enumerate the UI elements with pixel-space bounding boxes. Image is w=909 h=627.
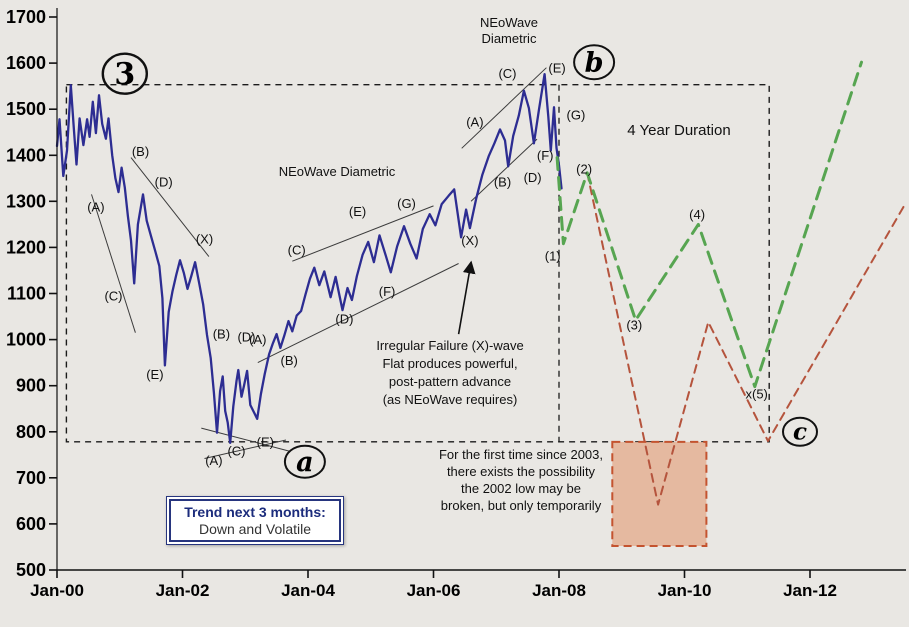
wave-label: (B) bbox=[281, 353, 298, 368]
wave-label: (E) bbox=[349, 204, 366, 219]
annotation-line: post-pattern advance bbox=[388, 374, 512, 389]
wave-label: (E) bbox=[146, 367, 163, 382]
wave-label: x(5) bbox=[746, 387, 768, 402]
trendline bbox=[130, 157, 210, 257]
y-tick-label: 600 bbox=[16, 514, 46, 534]
four-year-duration-box bbox=[65, 83, 770, 443]
y-tick-label: 1600 bbox=[6, 53, 46, 73]
x-tick-label: Jan-12 bbox=[783, 581, 837, 600]
wave-label: (D) bbox=[524, 170, 542, 185]
x-wave-arrow bbox=[457, 260, 476, 335]
trend-forecast-inner: Trend next 3 months: Down and Volatile bbox=[169, 499, 341, 542]
wave-label: (D) bbox=[335, 312, 353, 327]
wave-label: (A) bbox=[466, 115, 483, 130]
wave-label: (E) bbox=[548, 60, 565, 75]
wave-label: (A) bbox=[205, 453, 222, 468]
trendline bbox=[292, 205, 434, 262]
wave-label: (D) bbox=[237, 329, 255, 344]
wave-label: (F) bbox=[537, 148, 554, 163]
trendline bbox=[204, 439, 287, 459]
y-tick-label: 700 bbox=[16, 468, 46, 488]
trend-title: Trend next 3 months: bbox=[184, 504, 326, 520]
trend-forecast-box: Trend next 3 months: Down and Volatile bbox=[166, 496, 344, 545]
wave-label: (B) bbox=[132, 144, 149, 159]
circle-c bbox=[782, 416, 818, 447]
circle-3 bbox=[101, 52, 149, 95]
annotation-line: there exists the possibility bbox=[446, 464, 596, 479]
trend-value: Down and Volatile bbox=[198, 521, 312, 537]
y-tick-label: 1100 bbox=[7, 284, 46, 304]
wave-label: (C) bbox=[288, 242, 306, 257]
wave-label: (A) bbox=[87, 200, 104, 215]
circle-label-a: a bbox=[296, 447, 314, 478]
annotation-neowave-diametric-mid: NEoWave Diametric bbox=[278, 164, 396, 179]
annotation-line: (as NEoWave requires) bbox=[382, 392, 518, 407]
annotation-line: broken, but only temporarily bbox=[440, 498, 602, 513]
x-tick-label: Jan-02 bbox=[156, 581, 210, 600]
circle-b bbox=[573, 44, 616, 81]
y-tick-label: 1500 bbox=[6, 99, 46, 119]
y-tick-label: 800 bbox=[16, 422, 46, 442]
trendline bbox=[257, 263, 459, 364]
annotation-line: the 2002 low may be bbox=[461, 481, 581, 496]
wave-label: (G) bbox=[397, 196, 416, 211]
wave-label: (F) bbox=[379, 284, 396, 299]
x-tick-label: Jan-04 bbox=[281, 581, 335, 600]
y-tick-label: 1200 bbox=[6, 237, 46, 257]
wave-label: (C) bbox=[227, 444, 245, 459]
wave-label: (C) bbox=[498, 66, 516, 81]
trendline bbox=[461, 67, 547, 149]
x-tick-label: Jan-06 bbox=[407, 581, 461, 600]
annotation-2002-low-possibility: For the first time since 2003, there exi… bbox=[428, 446, 614, 514]
y-tick-label: 500 bbox=[16, 560, 46, 580]
circle-a bbox=[283, 444, 326, 479]
wave-label: (4) bbox=[689, 207, 705, 222]
wave-label: (E) bbox=[257, 435, 274, 450]
annotation-irregular-failure: Irregular Failure (X)-wave Flat produces… bbox=[364, 337, 536, 409]
wave-label: (B) bbox=[494, 175, 511, 190]
x-tick-label: Jan-08 bbox=[532, 581, 586, 600]
circle-label-b: b bbox=[585, 47, 604, 78]
wave-label: (X) bbox=[461, 233, 478, 248]
wave-label: (C) bbox=[104, 288, 122, 303]
wave-label: (X) bbox=[196, 232, 213, 247]
trendline bbox=[470, 138, 538, 202]
series-bearish-projection bbox=[586, 171, 907, 506]
y-tick-label: 900 bbox=[16, 376, 46, 396]
annotation-neowave-diametric-top: NEoWave Diametric bbox=[448, 15, 570, 47]
x-tick-label: Jan-00 bbox=[30, 581, 84, 600]
wave-label: (A) bbox=[249, 332, 266, 347]
circle-label-c: c bbox=[793, 419, 807, 446]
annotation-line: NEoWave bbox=[479, 15, 539, 30]
y-tick-label: 1000 bbox=[6, 330, 46, 350]
annotation-line: For the first time since 2003, bbox=[438, 447, 603, 462]
y-tick-label: 1400 bbox=[6, 145, 46, 165]
wave-label: (1) bbox=[545, 248, 561, 263]
y-tick-label: 1700 bbox=[6, 7, 46, 27]
trendline bbox=[91, 194, 136, 333]
annotation-line: Irregular Failure (X)-wave bbox=[376, 338, 524, 353]
annotation-four-year-duration: 4 Year Duration bbox=[627, 122, 731, 139]
wave-label: (B) bbox=[213, 327, 230, 342]
possible-low-zone-box bbox=[611, 440, 708, 547]
annotation-line: Flat produces powerful, bbox=[382, 356, 518, 371]
y-tick-label: 1300 bbox=[6, 191, 46, 211]
x-tick-label: Jan-10 bbox=[658, 581, 712, 600]
series-sp500-price bbox=[55, 72, 563, 444]
wave-label: (G) bbox=[567, 107, 586, 122]
wave-label: (D) bbox=[155, 175, 173, 190]
circle-label-3: 3 bbox=[114, 57, 135, 92]
series-bullish-projection bbox=[555, 60, 863, 389]
annotation-line: Diametric bbox=[481, 31, 537, 46]
wave-label: (3) bbox=[626, 317, 642, 332]
wave-label: (2) bbox=[576, 162, 592, 177]
